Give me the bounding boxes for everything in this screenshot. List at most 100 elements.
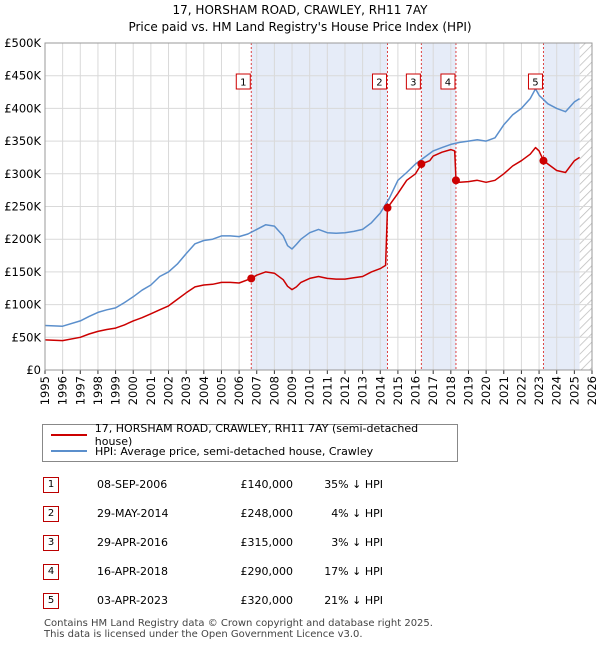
sale-row: 4 16-APR-2018 £290,000 17% ↓ HPI <box>40 557 383 586</box>
y-tick-label: £50K <box>12 330 42 344</box>
sale-row: 5 03-APR-2023 £320,000 21% ↓ HPI <box>40 586 383 615</box>
x-tick-label: 2012 <box>338 376 352 405</box>
y-tick-label: £150K <box>4 265 41 279</box>
sale-row: 1 08-SEP-2006 £140,000 35% ↓ HPI <box>40 470 383 499</box>
x-tick-label: 2002 <box>162 376 176 405</box>
sale-marker-label-1: 1 <box>240 78 246 89</box>
x-tick-label: 2021 <box>497 376 511 405</box>
sale-hpi-cell: 4% ↓ HPI <box>331 507 383 520</box>
sale-date-cell: 29-MAY-2014 <box>97 507 169 520</box>
sale-hpi-cell: 17% ↓ HPI <box>324 565 383 578</box>
plot-frame <box>44 42 593 371</box>
sale-marker-box-1 <box>235 73 251 90</box>
sale-marker-box-4 <box>440 73 456 90</box>
sale-point-1 <box>247 274 256 283</box>
x-tick-label: 2018 <box>444 376 458 405</box>
sale-hpi-cell: 3% ↓ HPI <box>331 536 383 549</box>
legend-label-hpi: HPI: Average price, semi-detached house,… <box>95 444 374 458</box>
chart-title: 17, HORSHAM ROAD, CRAWLEY, RH11 7AY Pric… <box>0 2 600 36</box>
sale-point-4 <box>451 176 460 185</box>
x-tick-label: 2009 <box>285 376 299 405</box>
legend: 17, HORSHAM ROAD, CRAWLEY, RH11 7AY (sem… <box>42 422 458 462</box>
x-tick-label: 2006 <box>232 376 246 405</box>
y-tick-label: £350K <box>4 134 41 148</box>
x-tick-label: 2014 <box>373 376 387 405</box>
sale-marker-box-5 <box>527 73 543 90</box>
sale-marker-label-5: 5 <box>532 78 538 89</box>
x-tick-label: 2010 <box>303 376 317 405</box>
legend-blue-line <box>51 450 87 452</box>
sale-number-cell: 3 <box>40 528 91 557</box>
y-tick-label: £450K <box>4 69 41 83</box>
sale-price-cell: £320,000 <box>240 594 294 607</box>
x-tick-label: 2025 <box>567 376 581 405</box>
x-tick-label: 1996 <box>56 376 70 405</box>
x-tick-label: 2024 <box>550 376 564 405</box>
sale-number-cell: 5 <box>40 586 91 615</box>
x-tick-label: 2000 <box>126 376 140 405</box>
x-tick-label: 2004 <box>197 376 211 405</box>
x-tick-label: 2016 <box>409 376 423 405</box>
y-tick-label: £0 <box>26 363 41 377</box>
x-tick-label: 2023 <box>532 376 546 405</box>
sale-date-cell: 16-APR-2018 <box>97 565 169 578</box>
sale-number-box: 1 <box>43 476 59 493</box>
sale-marker-box-2 <box>371 73 387 90</box>
x-tick-label: 2007 <box>250 376 264 405</box>
sale-number-box: 4 <box>43 563 59 580</box>
legend-item-property: 17, HORSHAM ROAD, CRAWLEY, RH11 7AY (sem… <box>51 422 457 448</box>
sale-number-cell: 4 <box>40 557 91 586</box>
x-tick-label: 1998 <box>91 376 105 405</box>
x-tick-label: 2008 <box>267 376 281 405</box>
legend-red-line <box>51 434 87 436</box>
sale-row: 3 29-APR-2016 £315,000 3% ↓ HPI <box>40 528 383 557</box>
footer-line1: Contains HM Land Registry data © Crown c… <box>44 618 433 629</box>
sale-point-5 <box>539 156 548 165</box>
y-tick-label: £500K <box>4 36 41 50</box>
chart-title-line2: Price paid vs. HM Land Registry's House … <box>128 20 472 34</box>
y-tick-label: £100K <box>4 298 41 312</box>
footer: Contains HM Land Registry data © Crown c… <box>44 618 433 640</box>
sale-date-cell: 29-APR-2016 <box>97 536 169 549</box>
x-tick-label: 1997 <box>73 376 87 405</box>
sale-number-box: 5 <box>43 592 59 609</box>
sale-number-box: 3 <box>43 534 59 551</box>
x-tick-label: 1999 <box>109 376 123 405</box>
x-tick-label: 2003 <box>179 376 193 405</box>
x-tick-label: 2026 <box>585 376 599 405</box>
sale-number-box: 2 <box>43 505 59 522</box>
footer-line2: This data is licensed under the Open Gov… <box>44 629 363 640</box>
chart-title-line1: 17, HORSHAM ROAD, CRAWLEY, RH11 7AY <box>172 3 428 17</box>
sale-number-cell: 1 <box>40 470 91 499</box>
sale-date-cell: 08-SEP-2006 <box>97 478 168 491</box>
x-tick-label: 2005 <box>214 376 228 405</box>
x-tick-label: 2022 <box>514 376 528 405</box>
sale-hpi-cell: 21% ↓ HPI <box>324 594 383 607</box>
sale-price-cell: £315,000 <box>240 536 294 549</box>
price-chart: 1 2 3 4 5 £0 £50K £100K £150K £200K £250K £300K £35… <box>4 36 599 405</box>
y-tick-label: £250K <box>4 200 41 214</box>
hpi-line <box>44 88 581 327</box>
y-tick-label: £300K <box>4 167 41 181</box>
x-tick-label: 2011 <box>320 376 334 405</box>
y-tick-label: £200K <box>4 232 41 246</box>
sale-marker-label-2: 2 <box>376 78 382 89</box>
price-paid-line <box>44 146 581 342</box>
sale-number-cell: 2 <box>40 499 91 528</box>
x-tick-label: 2019 <box>461 376 475 405</box>
x-tick-label: 1995 <box>38 376 52 405</box>
x-tick-label: 2020 <box>479 376 493 405</box>
legend-item-hpi: HPI: Average price, semi-detached house,… <box>51 443 373 459</box>
sales-table: 1 08-SEP-2006 £140,000 35% ↓ HPI 2 29-MAY-201… <box>40 470 383 615</box>
sale-price-cell: £248,000 <box>240 507 294 520</box>
sale-marker-label-4: 4 <box>445 78 451 89</box>
sale-price-cell: £140,000 <box>240 478 294 491</box>
sale-price-cell: £290,000 <box>240 565 294 578</box>
sale-date-cell: 03-APR-2023 <box>97 594 169 607</box>
x-tick-label: 2017 <box>426 376 440 405</box>
x-tick-label: 2001 <box>144 376 158 405</box>
x-tick-label: 2015 <box>391 376 405 405</box>
sale-marker-box-3 <box>405 73 421 90</box>
sale-row: 2 29-MAY-2014 £248,000 4% ↓ HPI <box>40 499 383 528</box>
sale-marker-label-3: 3 <box>410 78 416 89</box>
